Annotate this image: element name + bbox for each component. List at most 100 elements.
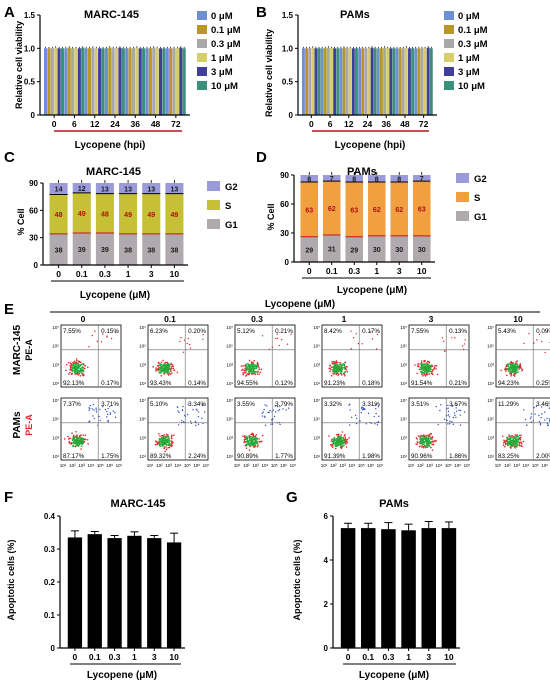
panel-a-x-tick-label: 24 (110, 119, 120, 129)
panel-b-y-tick-label: 1.5 (282, 11, 294, 20)
flow-event (255, 434, 258, 436)
flow-y-decade-label: 10⁷ (52, 398, 59, 403)
flow-event (261, 415, 264, 417)
flow-event (375, 403, 377, 405)
flow-y-decade-label: 10⁷ (226, 325, 233, 330)
panel-b-y-tick-label: 0.5 (282, 78, 294, 87)
flow-event (189, 420, 192, 423)
flow-event (329, 370, 331, 373)
flow-event (243, 438, 246, 441)
flow-event (63, 438, 66, 440)
flow-event (157, 368, 159, 371)
flow-event (74, 435, 77, 438)
flow-event (278, 344, 280, 347)
flow-event (256, 371, 258, 373)
flow-event (513, 373, 515, 376)
flow-event (335, 360, 338, 362)
flow-event (188, 343, 191, 346)
flow-event (510, 447, 512, 449)
panel-c-segment-label: 38 (171, 247, 179, 254)
flow-event (261, 412, 263, 414)
flow-event (249, 364, 252, 366)
flow-event (521, 445, 523, 448)
flow-x-decade-label: 10¹ (147, 463, 154, 468)
flow-event (249, 365, 252, 368)
panel-b-bar (429, 48, 433, 116)
panel-a-bar (71, 48, 75, 116)
flow-event (75, 440, 78, 443)
panel-a-bar (115, 48, 119, 116)
flow-event (183, 339, 186, 341)
panel-a-bar (64, 48, 68, 116)
flow-event (512, 370, 515, 372)
flow-event (528, 333, 530, 335)
flow-quadrant-ur: 0.21% (275, 328, 293, 335)
flow-event (162, 367, 165, 370)
flow-event (157, 441, 160, 443)
flow-event (332, 370, 334, 373)
flow-event (521, 369, 523, 372)
flow-event (355, 422, 358, 425)
panel-b-bar (355, 48, 358, 116)
flow-plot-frame (321, 397, 383, 461)
flow-event (279, 423, 281, 426)
flow-event (515, 362, 517, 365)
panel-f-bar (166, 542, 182, 648)
flow-event (421, 366, 424, 369)
flow-event (447, 423, 449, 425)
panel-d-legend-swatch (456, 173, 469, 183)
flow-event (340, 443, 343, 446)
flow-event (158, 433, 160, 435)
flow-x-decade-label: 10⁷ (290, 463, 297, 468)
flow-event (158, 367, 161, 370)
flow-event (114, 411, 116, 414)
flow-event (254, 372, 256, 374)
panel-letter-f: F (4, 489, 13, 506)
flow-event (158, 371, 160, 373)
flow-event (360, 411, 362, 414)
flow-event (202, 333, 204, 336)
flow-event (155, 368, 157, 371)
flow-event (425, 442, 428, 445)
flow-event (69, 368, 72, 371)
flow-event (414, 364, 416, 366)
flow-y-decade-label: 10⁷ (139, 325, 146, 330)
panel-d-stack-segment (412, 175, 431, 182)
flow-y-decade-label: 10⁵ (226, 417, 233, 422)
flow-plot-frame (321, 324, 383, 388)
flow-x-decade-label: 10⁴ (436, 463, 443, 468)
flow-quadrant-lr: 2.00% (536, 453, 550, 460)
flow-event (248, 366, 250, 368)
flow-event (420, 445, 422, 447)
flow-event (540, 340, 543, 343)
flow-quadrant-ll: 91.39% (324, 453, 346, 460)
flow-event (519, 439, 522, 441)
panel-c-y-tick-label: 90 (29, 179, 38, 188)
flow-quadrant-ul: 7.37% (63, 401, 81, 408)
flow-event (252, 433, 255, 436)
flow-quadrant-ul: 7.55% (411, 328, 429, 335)
panel-g-bar (421, 528, 437, 648)
flow-event (244, 365, 246, 367)
panel-a-legend-swatch (197, 67, 207, 76)
panel-b-bar (426, 47, 430, 115)
flow-event (504, 443, 507, 445)
flow-event (78, 365, 81, 368)
flow-event (415, 443, 418, 445)
flow-event (420, 360, 423, 362)
flow-event (422, 363, 424, 365)
panel-g-x-title: Lycopene (μM) (359, 670, 429, 681)
flow-event (157, 362, 160, 364)
flow-event (160, 372, 163, 374)
flow-event (249, 367, 251, 370)
flow-event (255, 366, 258, 369)
flow-event (418, 445, 421, 448)
flow-event (65, 363, 68, 366)
flow-event (88, 407, 90, 409)
flow-event (75, 438, 78, 441)
panel-b-bar (411, 48, 415, 116)
flow-y-decade-label: 10¹ (400, 381, 407, 386)
panel-b-bar (339, 48, 343, 116)
flow-event (512, 436, 514, 439)
flow-event (71, 364, 73, 367)
